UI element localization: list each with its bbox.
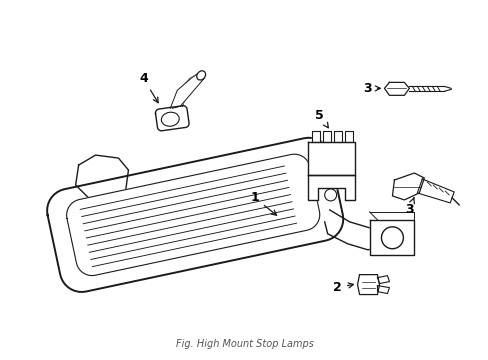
Polygon shape (322, 131, 330, 142)
Ellipse shape (161, 112, 179, 126)
Text: 3: 3 (404, 198, 413, 216)
Polygon shape (416, 179, 453, 203)
Polygon shape (377, 285, 388, 293)
Polygon shape (66, 154, 319, 275)
Polygon shape (384, 82, 408, 95)
Circle shape (381, 227, 403, 249)
Polygon shape (344, 131, 352, 142)
Polygon shape (311, 131, 319, 142)
Polygon shape (307, 175, 354, 200)
Polygon shape (392, 173, 424, 200)
Text: 4: 4 (139, 72, 158, 103)
Polygon shape (369, 220, 413, 255)
Polygon shape (155, 106, 189, 131)
Polygon shape (170, 72, 203, 108)
Polygon shape (333, 131, 341, 142)
Text: 5: 5 (315, 109, 327, 128)
Text: 1: 1 (250, 192, 276, 215)
Circle shape (324, 189, 336, 201)
Ellipse shape (196, 71, 205, 80)
Polygon shape (307, 142, 354, 175)
Polygon shape (377, 276, 388, 284)
Text: 3: 3 (363, 82, 380, 95)
Polygon shape (324, 210, 388, 250)
Text: 2: 2 (333, 281, 353, 294)
Polygon shape (47, 138, 343, 292)
Polygon shape (357, 275, 379, 294)
Text: Fig. High Mount Stop Lamps: Fig. High Mount Stop Lamps (175, 339, 313, 349)
Polygon shape (76, 155, 128, 200)
